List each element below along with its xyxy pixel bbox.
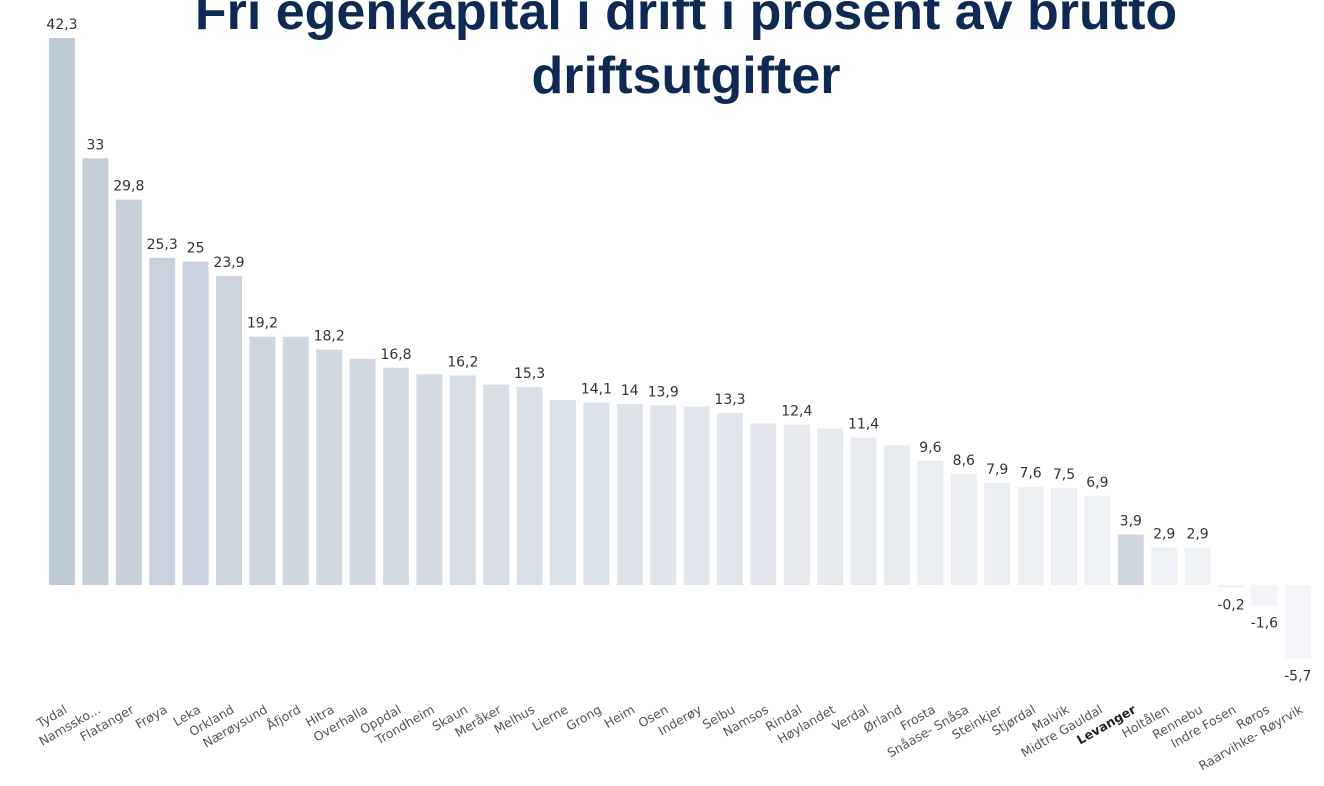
x-tick-label: Lierne (530, 701, 571, 733)
bar (516, 387, 543, 585)
bar (1084, 495, 1111, 585)
data-label: 7,5 (1053, 467, 1075, 483)
bar (383, 367, 409, 585)
data-label: 7,6 (1019, 466, 1041, 482)
bar (249, 336, 276, 585)
data-label: 14,1 (581, 382, 612, 398)
bar (349, 358, 376, 585)
x-tick-label: Grong (563, 702, 603, 734)
data-label: 2,9 (1186, 526, 1208, 542)
bar (817, 428, 844, 585)
data-label: 7,9 (986, 462, 1008, 478)
bar (115, 199, 142, 586)
bar (182, 261, 209, 585)
bar (1017, 486, 1044, 585)
data-label: 42,3 (46, 17, 77, 33)
data-label: 11,4 (848, 417, 879, 433)
bar (1184, 547, 1211, 585)
data-label: -1,6 (1251, 616, 1278, 632)
bar (483, 384, 510, 585)
bar (917, 460, 944, 585)
bar (82, 158, 109, 586)
bar (984, 482, 1011, 585)
bar (750, 423, 777, 585)
bar (1284, 585, 1311, 659)
data-label: -0,2 (1217, 598, 1244, 614)
bar (282, 336, 309, 585)
bar (216, 275, 242, 585)
bar (550, 400, 576, 585)
data-label: 33 (86, 137, 104, 153)
bar (449, 375, 476, 585)
x-tick-label: Frøya (133, 702, 170, 732)
data-label: 6,9 (1086, 475, 1108, 491)
data-label: 8,6 (953, 453, 975, 469)
data-label: 18,2 (314, 329, 345, 345)
data-label: 25,3 (147, 237, 178, 253)
data-label: 9,6 (919, 440, 941, 456)
bar (1218, 585, 1244, 588)
bar (1251, 585, 1278, 606)
bar (950, 473, 977, 585)
data-label: 15,3 (514, 366, 545, 382)
chart-title: Fri egenkapital i drift i prosent av bru… (194, 0, 1178, 105)
bar (650, 405, 677, 585)
bar (583, 402, 610, 585)
bar (316, 349, 343, 585)
bar (149, 257, 176, 585)
data-label: 13,9 (648, 384, 679, 400)
data-label: 2,9 (1153, 526, 1175, 542)
bar (783, 424, 810, 585)
data-label: 25 (187, 241, 205, 257)
data-label: 19,2 (247, 316, 278, 332)
bar (717, 413, 743, 585)
bar (1151, 547, 1178, 585)
data-label: 13,3 (714, 392, 745, 408)
data-label: -5,7 (1284, 669, 1311, 685)
data-label: 12,4 (781, 404, 812, 420)
bar (884, 445, 910, 585)
data-label: 16,8 (380, 347, 411, 363)
data-label: 16,2 (447, 355, 478, 371)
bar (1051, 488, 1077, 585)
data-label: 23,9 (213, 255, 244, 271)
x-tick-label: Åfjord (264, 702, 303, 733)
x-tick-label: Heim (601, 702, 637, 731)
bar (416, 374, 443, 585)
bar (1117, 534, 1144, 585)
data-label: 29,8 (113, 179, 144, 195)
data-label: 3,9 (1120, 514, 1142, 530)
data-label: 14 (621, 383, 639, 399)
bar (616, 403, 643, 585)
bar (850, 437, 877, 585)
x-tick-label: Ørland (861, 702, 905, 736)
bar (683, 406, 710, 585)
bar (49, 38, 75, 585)
